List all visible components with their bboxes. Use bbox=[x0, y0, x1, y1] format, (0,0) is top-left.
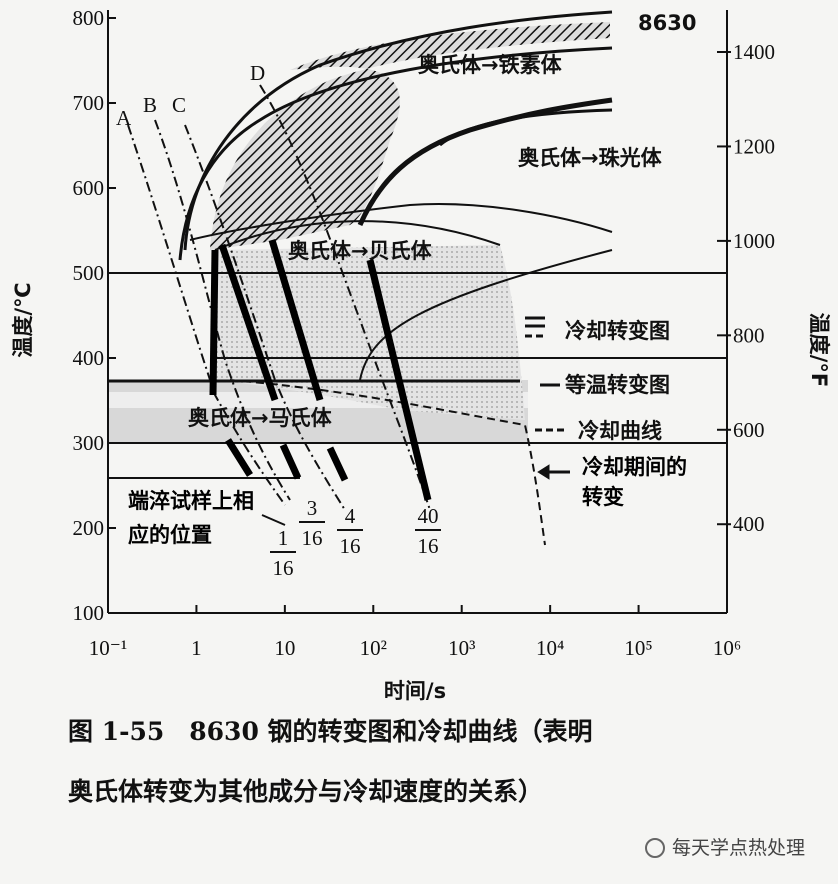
legend-label: 冷却曲线 bbox=[578, 419, 662, 443]
cooling-curve-a bbox=[127, 124, 286, 506]
y2-tick-label: 800 bbox=[733, 323, 765, 347]
y2-tick-label: 600 bbox=[733, 418, 765, 442]
bainite-region bbox=[215, 245, 525, 420]
end-quench-positions: 1 16 3 16 4 16 40 16 bbox=[270, 496, 441, 580]
fraction-numerator: 4 bbox=[345, 504, 356, 528]
transformation-3-16 bbox=[218, 243, 279, 402]
transformation-4-16 bbox=[268, 238, 324, 402]
watermark-icon bbox=[645, 838, 665, 858]
legend-swatch bbox=[525, 316, 545, 328]
x-tick-label: 10⁵ bbox=[624, 636, 652, 660]
legend-label: 等温转变图 bbox=[565, 373, 670, 397]
y-tick-label: 700 bbox=[73, 91, 105, 115]
y2-tick-label: 1000 bbox=[733, 229, 775, 253]
y-tick-label: 200 bbox=[73, 516, 105, 540]
ferrite-line bbox=[178, 46, 613, 261]
curve-label: C bbox=[172, 93, 186, 117]
y-tick-label: 400 bbox=[73, 346, 105, 370]
nose-line bbox=[189, 203, 613, 241]
curve-label: A bbox=[116, 106, 132, 130]
y-tick-label: 100 bbox=[73, 601, 105, 625]
end-quench-title: 端淬试样上相应的位置 bbox=[128, 489, 254, 547]
cooling-curve-b bbox=[154, 119, 291, 501]
diagram-shapes bbox=[107, 10, 728, 614]
watermark: 每天学点热处理 bbox=[672, 837, 805, 859]
curve-label: B bbox=[143, 93, 157, 117]
x-axis-label: 时间/s bbox=[384, 679, 446, 703]
x-tick-label: 10 bbox=[274, 636, 295, 660]
bainite-isothermal bbox=[359, 249, 613, 381]
transformation-40-16 bbox=[366, 259, 432, 501]
y-tick-label: 800 bbox=[73, 6, 105, 30]
legend-label: 冷却转变图 bbox=[565, 319, 670, 343]
y2-axis-label: 温度/°F bbox=[807, 313, 831, 388]
legend-label: 冷却期间的转变 bbox=[582, 455, 687, 509]
pearlite-end bbox=[439, 108, 613, 147]
x-tick-label: 10³ bbox=[448, 636, 475, 660]
x-tick-label: 10² bbox=[360, 636, 387, 660]
y-tick-label: 600 bbox=[73, 176, 105, 200]
transformation-1-16 bbox=[209, 249, 219, 396]
ferrite-region bbox=[210, 22, 610, 250]
fraction-numerator: 40 bbox=[418, 504, 439, 528]
x-tick-label: 10⁻¹ bbox=[89, 636, 127, 660]
y2-tick-label: 400 bbox=[733, 512, 765, 536]
end-quench-note: 端淬试样上相应的位置 bbox=[128, 489, 254, 547]
y2-tick-label: 1200 bbox=[733, 134, 775, 158]
transformation-low bbox=[225, 438, 349, 482]
curve-label: D bbox=[250, 61, 265, 85]
steel-label: 8630 bbox=[638, 11, 696, 35]
bainite-start bbox=[214, 220, 501, 251]
legend-note: 冷却期间的转变 bbox=[582, 455, 687, 509]
y-tick-label: 300 bbox=[73, 431, 105, 455]
legend-swatch bbox=[537, 464, 570, 480]
fraction-numerator: 1 bbox=[278, 526, 289, 550]
region-label: 奥氏体→铁素体 bbox=[418, 53, 563, 77]
x-tick-label: 10⁶ bbox=[713, 636, 741, 660]
fraction-denominator: 16 bbox=[340, 534, 361, 558]
cooling-curve-d bbox=[259, 84, 431, 511]
region-label: 奥氏体→马氏体 bbox=[188, 406, 333, 430]
fraction-numerator: 3 bbox=[307, 496, 318, 520]
cooling-curve-c bbox=[184, 124, 346, 511]
caption-line: 图 1-55 8630 钢的转变图和冷却曲线（表明 bbox=[68, 717, 593, 746]
pointer bbox=[261, 514, 286, 526]
x-tick-label: 10⁴ bbox=[536, 636, 564, 660]
region-label: 奥氏体→珠光体 bbox=[518, 146, 663, 170]
caption-line: 奥氏体转变为其他成分与冷却速度的关系） bbox=[68, 777, 543, 806]
fraction-denominator: 16 bbox=[302, 526, 323, 550]
region-label: 奥氏体→贝氏体 bbox=[288, 239, 433, 263]
y-tick-label: 500 bbox=[73, 261, 105, 285]
y2-tick-label: 1400 bbox=[733, 40, 775, 64]
fraction-denominator: 16 bbox=[273, 556, 294, 580]
y-axis-label: 温度/℃ bbox=[11, 282, 35, 357]
fraction-denominator: 16 bbox=[418, 534, 439, 558]
x-tick-label: 1 bbox=[191, 636, 202, 660]
